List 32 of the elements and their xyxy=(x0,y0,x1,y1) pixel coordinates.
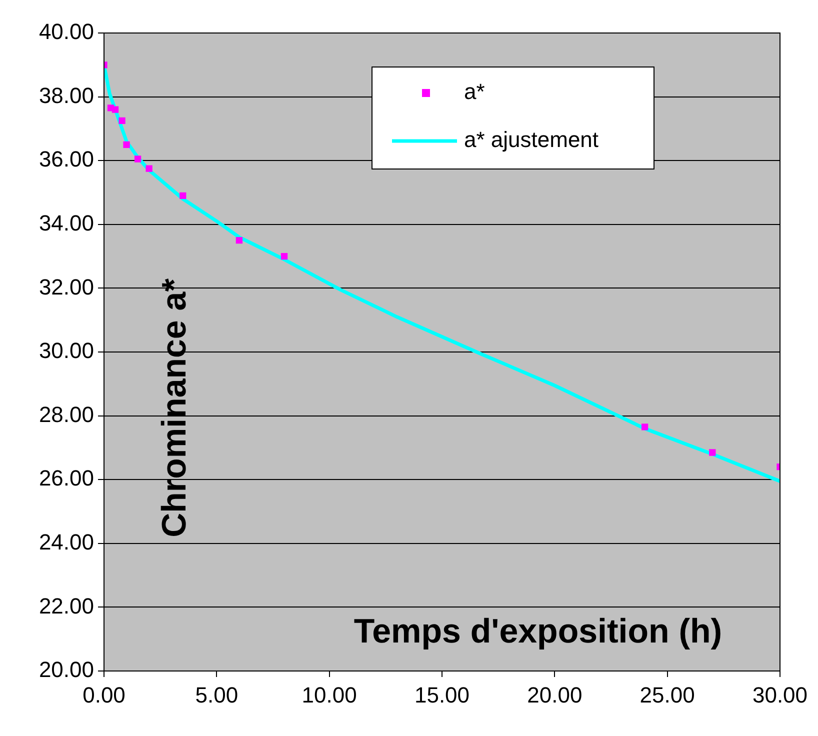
y-axis-title: Chrominance a* xyxy=(155,278,194,538)
y-tick-label: 38.00 xyxy=(38,82,94,108)
y-tick-label: 26.00 xyxy=(38,466,94,491)
x-tick-label: 5.00 xyxy=(195,682,238,708)
point xyxy=(280,252,288,260)
point xyxy=(236,237,243,244)
y-tick-label: 32.00 xyxy=(38,274,94,300)
point xyxy=(134,156,142,162)
point xyxy=(123,141,130,148)
x-tick-label: 25.00 xyxy=(640,682,695,708)
y-tick-label: 20.00 xyxy=(38,657,94,682)
point xyxy=(112,106,119,113)
x-tick-label: 10.00 xyxy=(302,682,357,708)
y-tick-label: 24.00 xyxy=(38,529,94,554)
x-tick-label: 30.00 xyxy=(752,682,808,708)
point xyxy=(118,117,126,124)
y-tick-label: 28.00 xyxy=(38,402,94,427)
y-tick-label: 30.00 xyxy=(38,338,94,364)
x-tick-label: 0.00 xyxy=(82,682,126,708)
y-tick-label: 34.00 xyxy=(38,210,94,236)
x-axis-title: Temps d'exposition (h) xyxy=(354,612,722,650)
point xyxy=(641,424,648,430)
y-tick-label: 36.00 xyxy=(38,146,94,172)
point xyxy=(709,449,716,456)
x-tick-label: 20.00 xyxy=(527,682,582,708)
x-tick-label: 15.00 xyxy=(414,682,470,708)
legend-label: a* ajustement xyxy=(464,127,599,152)
y-tick-label: 22.00 xyxy=(38,593,94,618)
point xyxy=(146,165,152,172)
point xyxy=(180,192,186,200)
legend-label: a* xyxy=(464,79,486,104)
y-tick-label: 40.00 xyxy=(38,19,94,44)
